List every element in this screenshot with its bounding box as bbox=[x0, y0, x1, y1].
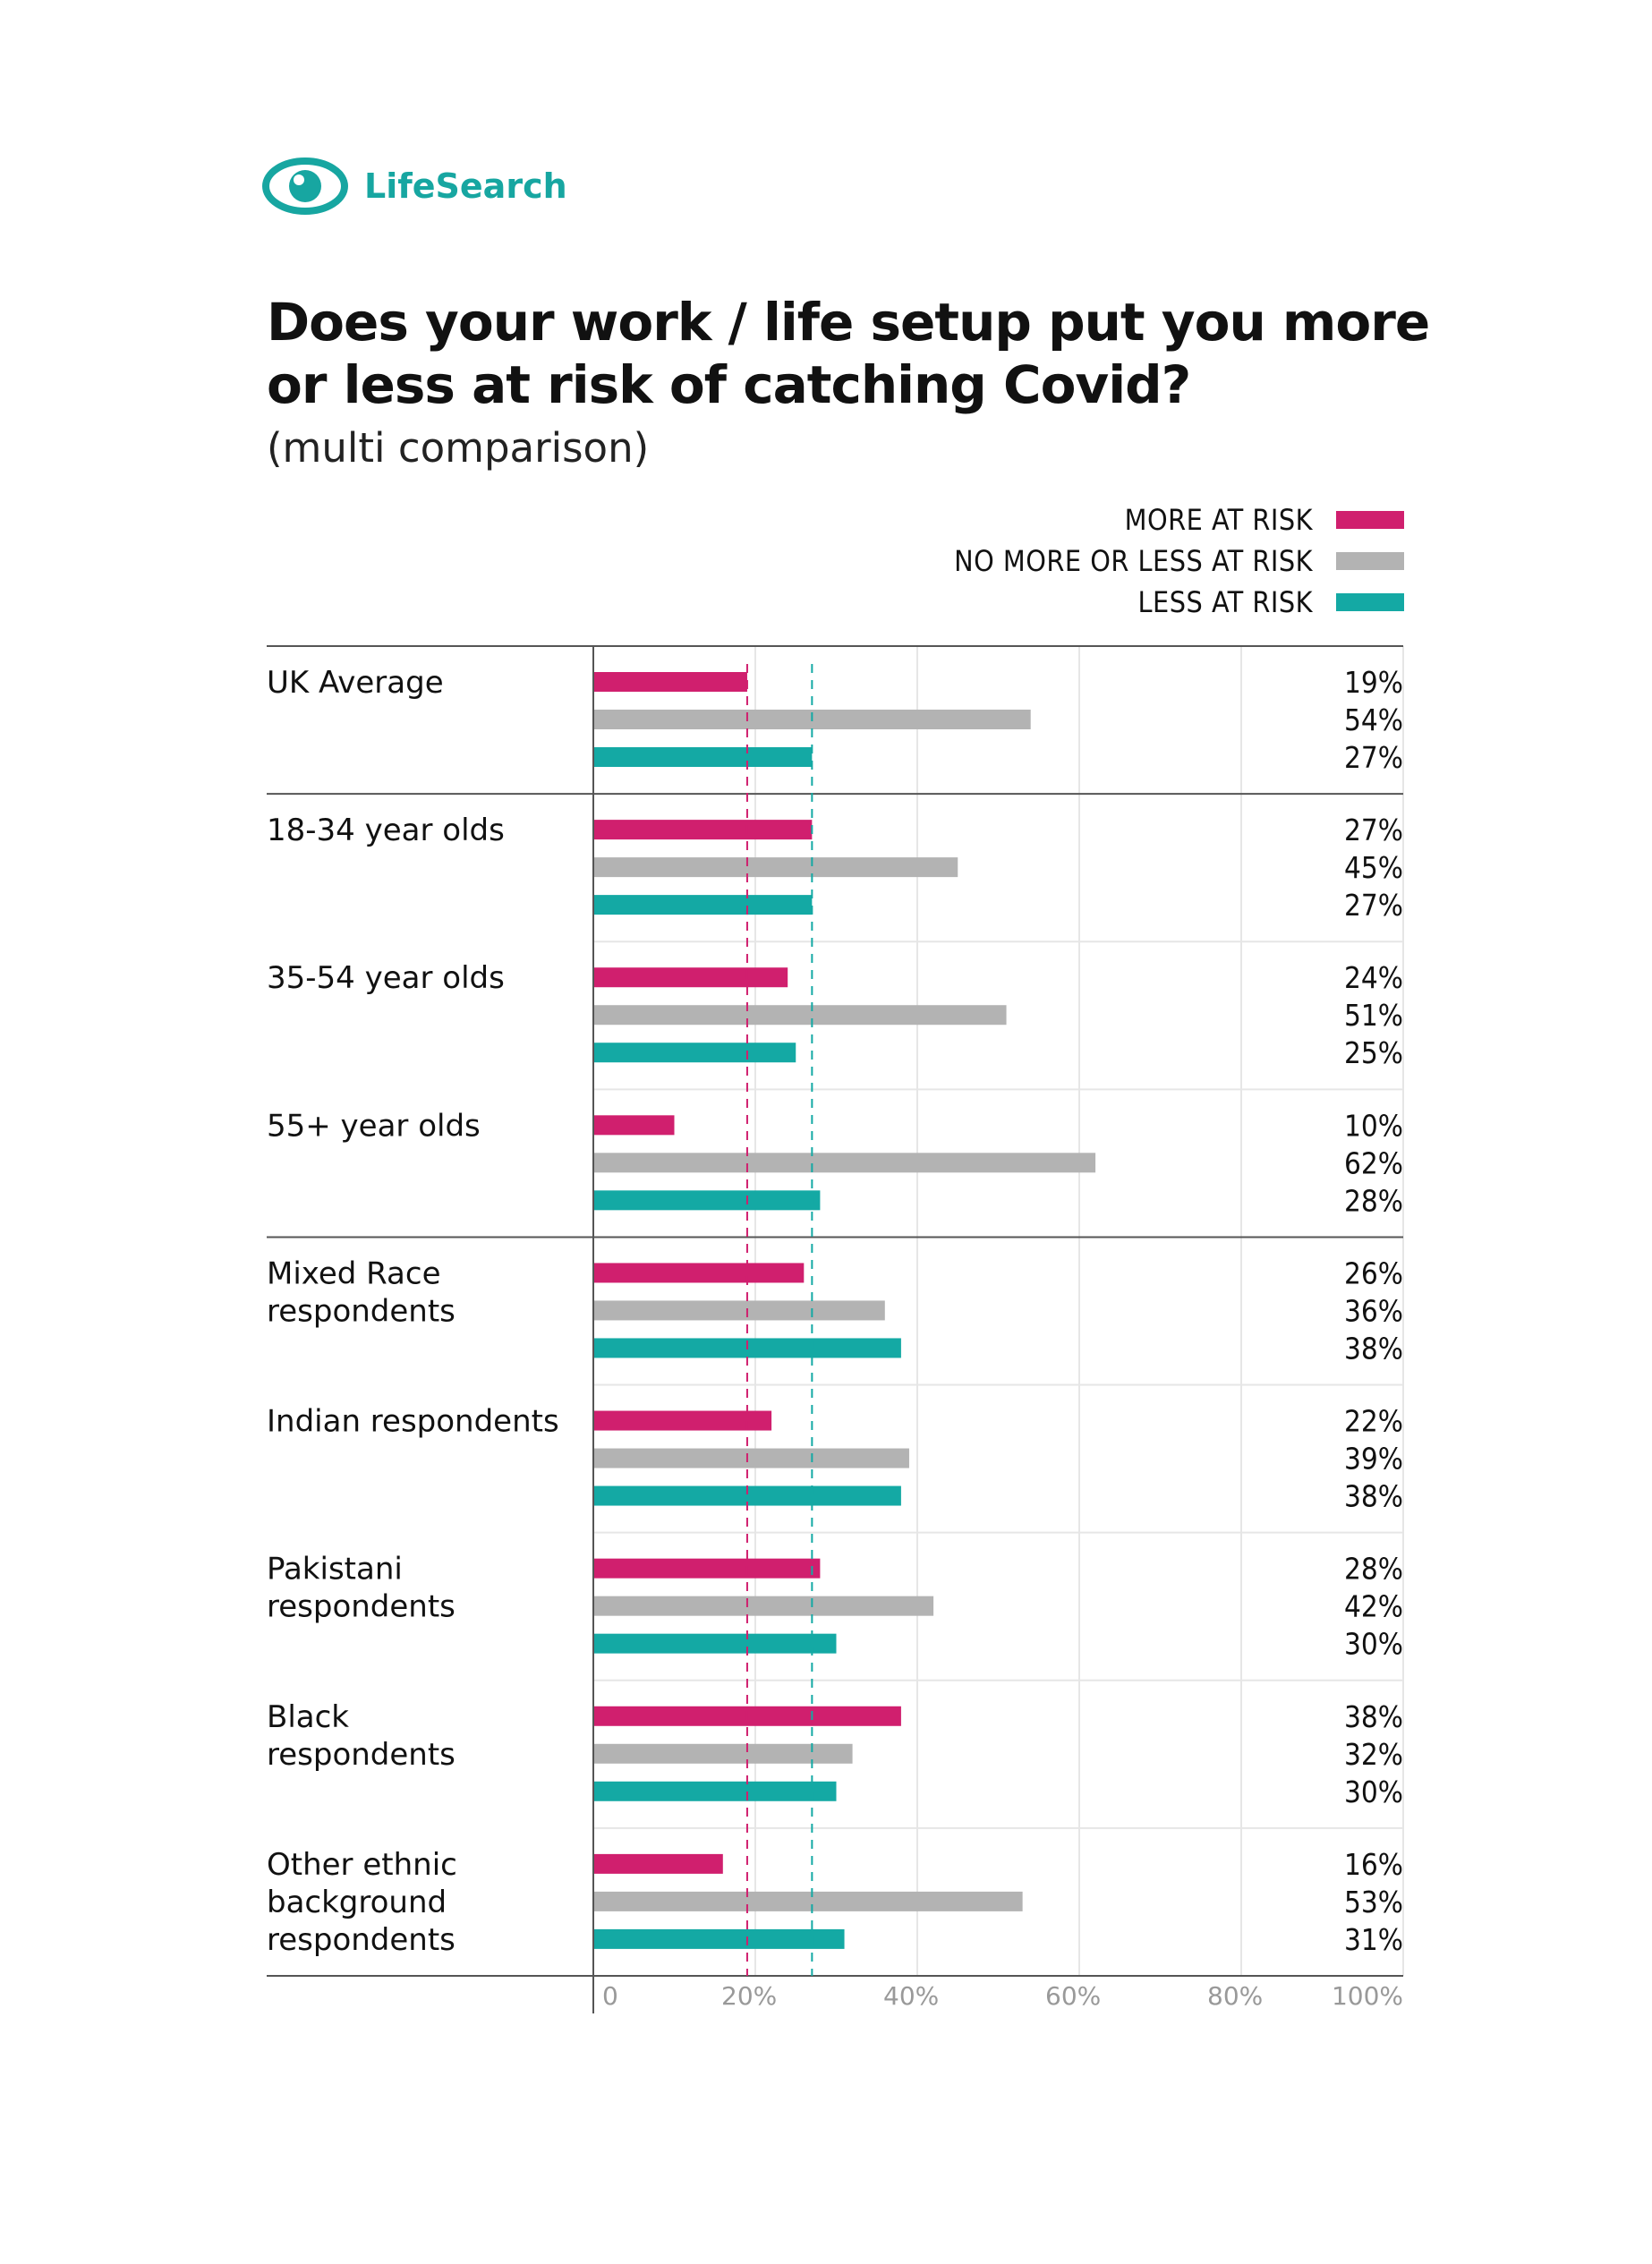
value-label: 36% bbox=[1344, 1293, 1403, 1328]
value-label: 27% bbox=[1344, 888, 1403, 923]
bar bbox=[593, 1153, 1096, 1173]
value-label: 10% bbox=[1344, 1108, 1403, 1143]
value-label: 19% bbox=[1344, 665, 1403, 700]
category-label: UK Average bbox=[267, 665, 444, 701]
category-label-line: Black bbox=[267, 1699, 349, 1735]
category-label: Mixed Race respondents bbox=[267, 1255, 456, 1329]
brand-name: LifeSearch bbox=[364, 166, 567, 206]
chart-legend: MORE AT RISK NO MORE OR LESS AT RISK LES… bbox=[954, 499, 1404, 623]
bar bbox=[593, 895, 813, 915]
x-tick-label: 0 bbox=[602, 1981, 618, 2011]
value-label: 38% bbox=[1344, 1479, 1403, 1514]
bar bbox=[593, 1781, 837, 1801]
legend-swatch bbox=[1336, 593, 1404, 611]
value-label: 16% bbox=[1344, 1847, 1403, 1882]
eye-icon bbox=[262, 157, 348, 215]
category-label: 55+ year olds bbox=[267, 1108, 481, 1144]
category-label: 35-54 year olds bbox=[267, 960, 505, 996]
value-label: 38% bbox=[1344, 1331, 1403, 1366]
legend-swatch bbox=[1336, 552, 1404, 570]
bar bbox=[593, 857, 958, 878]
brand-logo: LifeSearch bbox=[262, 157, 567, 215]
bar bbox=[593, 1190, 821, 1211]
x-tick-label: 40% bbox=[883, 1981, 939, 2011]
category-label-line: UK Average bbox=[267, 665, 444, 701]
legend-label: NO MORE OR LESS AT RISK bbox=[954, 544, 1313, 578]
category-label-line: Indian respondents bbox=[267, 1404, 559, 1440]
category-label-line: respondents bbox=[267, 1293, 456, 1329]
bar bbox=[593, 1853, 723, 1874]
value-label: 22% bbox=[1344, 1404, 1403, 1439]
value-label: 28% bbox=[1344, 1183, 1403, 1218]
bar bbox=[593, 1633, 837, 1654]
bar bbox=[593, 1043, 796, 1063]
value-label: 30% bbox=[1344, 1627, 1403, 1662]
category-label-line: background bbox=[267, 1885, 447, 1920]
bar bbox=[593, 1485, 901, 1506]
bar bbox=[593, 747, 813, 767]
x-tick-label: 60% bbox=[1045, 1981, 1101, 2011]
value-label: 53% bbox=[1344, 1885, 1403, 1919]
category-label: Indian respondents bbox=[267, 1404, 559, 1440]
x-tick-label: 20% bbox=[721, 1981, 777, 2011]
bar bbox=[593, 1743, 853, 1764]
bar bbox=[593, 1596, 934, 1616]
value-label: 42% bbox=[1344, 1589, 1403, 1624]
category-label-line: respondents bbox=[267, 1589, 456, 1625]
chart-title: Does your work / life setup put you more… bbox=[267, 292, 1430, 415]
category-label-line: respondents bbox=[267, 1737, 456, 1773]
bar bbox=[593, 1410, 772, 1431]
value-label: 27% bbox=[1344, 813, 1403, 847]
value-label: 27% bbox=[1344, 740, 1403, 775]
chart-subtitle: (multi comparison) bbox=[267, 424, 650, 472]
bar bbox=[593, 820, 813, 840]
category-label-line: Mixed Race bbox=[267, 1255, 441, 1291]
x-tick-label: 100% bbox=[1332, 1981, 1403, 2011]
value-label: 54% bbox=[1344, 702, 1403, 737]
legend-swatch bbox=[1336, 511, 1404, 529]
bar bbox=[593, 967, 788, 988]
value-label: 24% bbox=[1344, 960, 1403, 995]
bar bbox=[593, 1891, 1023, 1911]
category-label: Black respondents bbox=[267, 1699, 456, 1773]
category-label: 18-34 year olds bbox=[267, 813, 505, 848]
value-label: 31% bbox=[1344, 1922, 1403, 1957]
category-label-line: Other ethnic bbox=[267, 1847, 457, 1883]
bar bbox=[593, 1448, 909, 1468]
category-label-line: 55+ year olds bbox=[267, 1108, 481, 1144]
value-label: 25% bbox=[1344, 1035, 1403, 1070]
category-label-line: respondents bbox=[267, 1922, 456, 1958]
bar bbox=[593, 1300, 885, 1321]
value-label: 28% bbox=[1344, 1552, 1403, 1587]
value-label: 30% bbox=[1344, 1775, 1403, 1809]
bar bbox=[593, 672, 747, 692]
value-label: 45% bbox=[1344, 850, 1403, 885]
value-label: 38% bbox=[1344, 1699, 1403, 1734]
bar bbox=[593, 1005, 1007, 1026]
legend-item-more-at-risk: MORE AT RISK bbox=[954, 499, 1404, 540]
legend-label: MORE AT RISK bbox=[1124, 503, 1313, 537]
x-tick-label: 80% bbox=[1207, 1981, 1263, 2011]
value-label: 39% bbox=[1344, 1442, 1403, 1477]
bar bbox=[593, 1263, 805, 1283]
category-label-line: 18-34 year olds bbox=[267, 813, 505, 848]
legend-item-no-more-or-less: NO MORE OR LESS AT RISK bbox=[954, 540, 1404, 582]
category-label: Pakistani respondents bbox=[267, 1552, 456, 1625]
bar bbox=[593, 1115, 675, 1136]
bar bbox=[593, 1928, 845, 1949]
value-label: 62% bbox=[1344, 1145, 1403, 1180]
legend-label: LESS AT RISK bbox=[1137, 585, 1313, 619]
category-label: Other ethnic background respondents bbox=[267, 1847, 457, 1958]
value-label: 26% bbox=[1344, 1255, 1403, 1290]
value-label: 51% bbox=[1344, 998, 1403, 1033]
legend-item-less-at-risk: LESS AT RISK bbox=[954, 582, 1404, 623]
category-label-line: 35-54 year olds bbox=[267, 960, 505, 996]
category-label-line: Pakistani bbox=[267, 1552, 403, 1587]
value-label: 32% bbox=[1344, 1737, 1403, 1772]
bar bbox=[593, 1558, 821, 1579]
